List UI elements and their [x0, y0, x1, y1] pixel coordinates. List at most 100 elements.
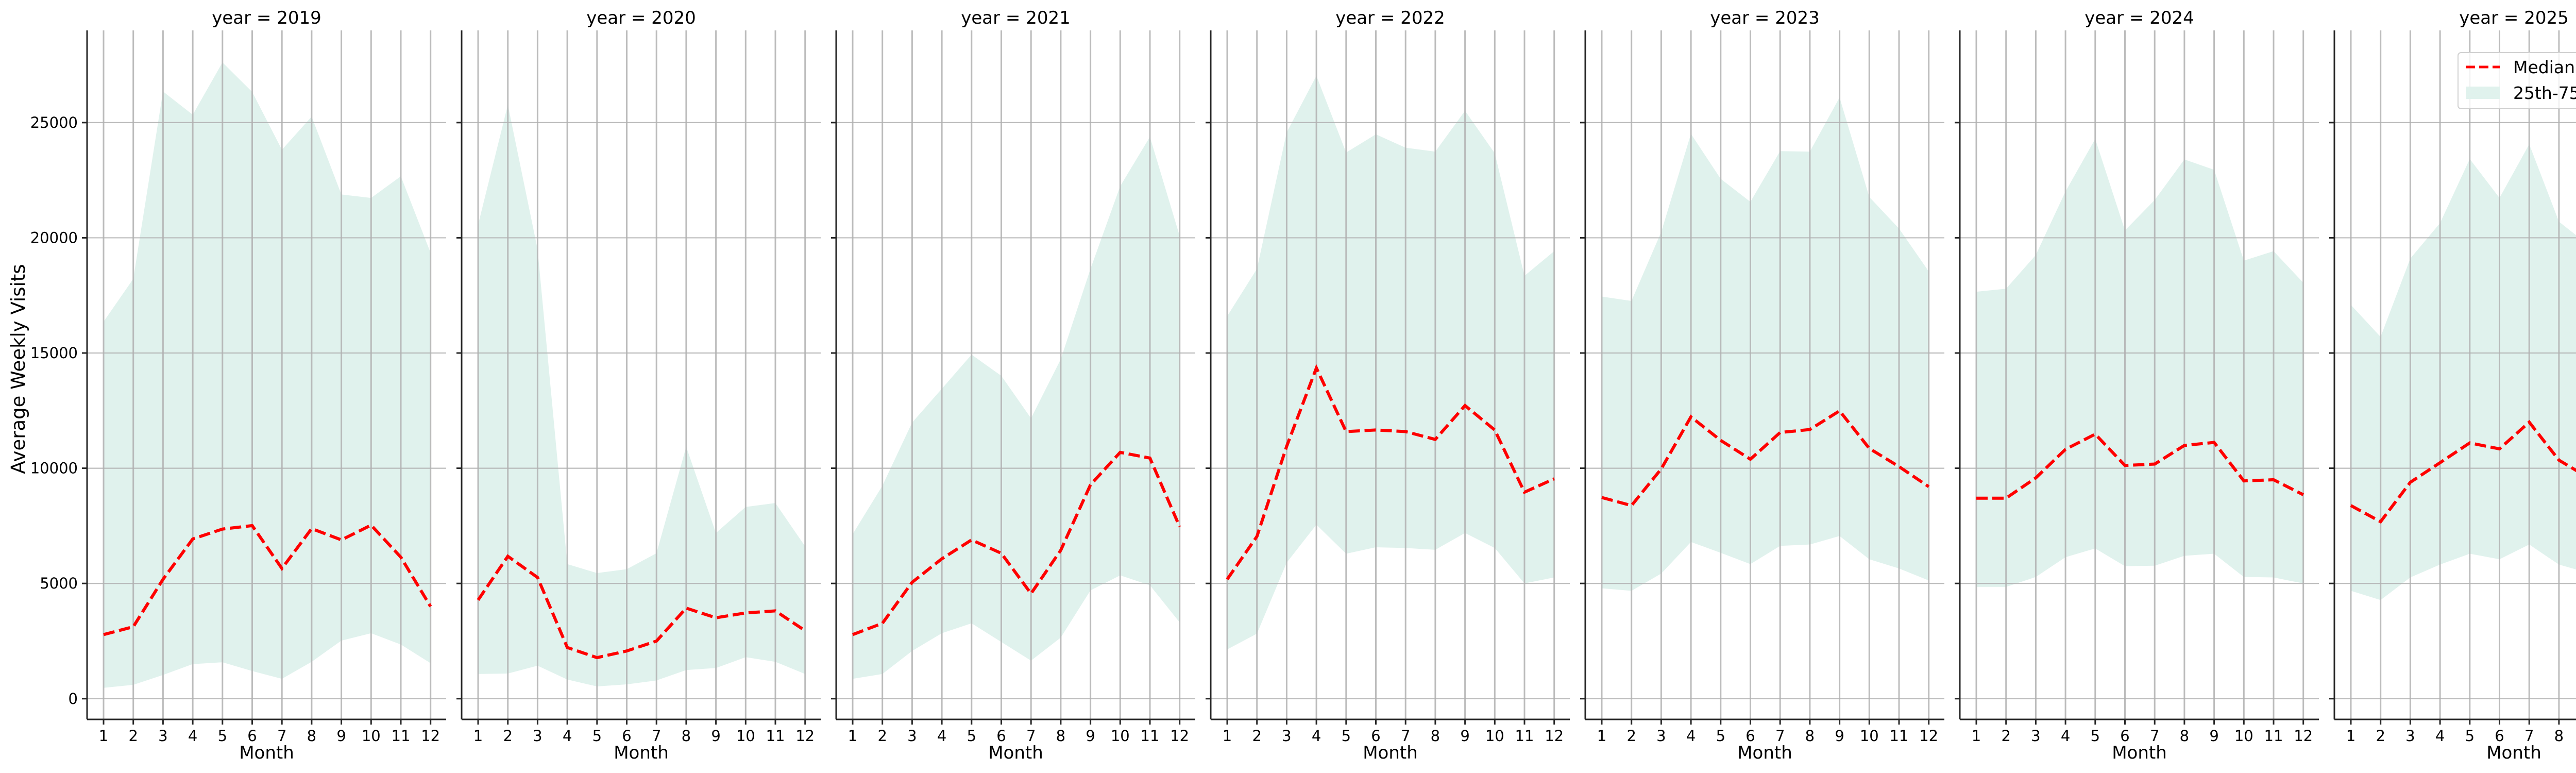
legend-median-label: Median [2513, 57, 2575, 77]
x-tick-label: 10 [2234, 727, 2253, 745]
y-tick-label: 10000 [30, 460, 78, 477]
x-tick-label: 2 [503, 727, 512, 745]
x-tick-label: 6 [622, 727, 631, 745]
x-axis-label: Month [1737, 743, 1792, 763]
y-tick-label: 20000 [30, 229, 78, 246]
median-line [2350, 419, 2576, 524]
x-tick-label: 6 [1745, 727, 1755, 745]
x-tick-label: 6 [2495, 727, 2504, 745]
percentile-band [2351, 144, 2576, 600]
x-tick-label: 3 [158, 727, 167, 745]
x-tick-label: 4 [1312, 727, 1321, 745]
x-tick-label: 4 [1686, 727, 1696, 745]
x-tick-label: 4 [188, 727, 197, 745]
median-line [1601, 409, 1930, 508]
x-tick-label: 11 [2264, 727, 2283, 745]
x-tick-label: 4 [2435, 727, 2445, 745]
x-tick-label: 10 [362, 727, 381, 745]
x-tick-label: 7 [652, 727, 661, 745]
percentile-band [1976, 139, 2303, 587]
x-tick-label: 12 [1919, 727, 1938, 745]
x-tick-label: 10 [1111, 727, 1130, 745]
percentile-band [478, 105, 805, 687]
x-tick-label: 1 [1972, 727, 1981, 745]
x-tick-label: 9 [1086, 727, 1095, 745]
x-tick-label: 10 [1860, 727, 1879, 745]
x-tick-label: 8 [1056, 727, 1065, 745]
panel-title: year = 2022 [1335, 8, 1445, 28]
x-tick-label: 8 [1431, 727, 1440, 745]
x-tick-label: 5 [1342, 727, 1351, 745]
legend-band-swatch [2466, 87, 2500, 99]
x-axis-label: Month [614, 743, 669, 763]
x-tick-label: 9 [336, 727, 346, 745]
x-tick-label: 11 [766, 727, 785, 745]
y-tick-label: 5000 [40, 575, 78, 592]
x-tick-label: 12 [1545, 727, 1564, 745]
x-tick-label: 6 [996, 727, 1006, 745]
x-tick-label: 1 [99, 727, 108, 745]
x-tick-label: 5 [2091, 727, 2100, 745]
median-line [1226, 364, 1555, 580]
x-axis-label: Month [988, 743, 1043, 763]
x-tick-label: 12 [1170, 727, 1189, 745]
x-tick-label: 10 [736, 727, 755, 745]
x-tick-label: 12 [2294, 727, 2313, 745]
legend-band-label: 25th-75th Percentile [2513, 83, 2576, 103]
x-tick-label: 7 [2524, 727, 2534, 745]
x-tick-label: 10 [1485, 727, 1504, 745]
x-tick-label: 4 [563, 727, 572, 745]
x-tick-label: 7 [1026, 727, 1036, 745]
x-axis-label: Month [1363, 743, 1418, 763]
x-tick-label: 1 [2346, 727, 2355, 745]
x-tick-label: 6 [2120, 727, 2129, 745]
x-tick-label: 9 [1835, 727, 1844, 745]
x-axis-label: Month [2112, 743, 2167, 763]
x-tick-label: 1 [1223, 727, 1232, 745]
x-tick-label: 2 [877, 727, 887, 745]
percentile-band [1227, 76, 1554, 650]
x-tick-label: 6 [247, 727, 257, 745]
x-axis-label: Month [2486, 743, 2541, 763]
percentile-band [853, 137, 1180, 679]
x-tick-label: 8 [307, 727, 316, 745]
x-tick-label: 2 [1626, 727, 1636, 745]
x-tick-label: 11 [392, 727, 411, 745]
x-tick-label: 9 [711, 727, 720, 745]
x-tick-label: 8 [682, 727, 691, 745]
x-tick-label: 3 [907, 727, 917, 745]
x-tick-label: 7 [2150, 727, 2159, 745]
x-tick-label: 2 [2001, 727, 2010, 745]
y-axis-label: Average Weekly Visits [7, 264, 29, 474]
x-tick-label: 5 [218, 727, 227, 745]
panel-title: year = 2024 [2084, 8, 2194, 28]
median-line [852, 450, 1181, 636]
x-tick-label: 2 [128, 727, 138, 745]
x-tick-label: 7 [277, 727, 286, 745]
x-tick-label: 3 [2031, 727, 2040, 745]
x-tick-label: 12 [795, 727, 815, 745]
legend: Median 25th-75th Percentile [2458, 52, 2576, 109]
x-tick-label: 5 [592, 727, 602, 745]
panel-title: year = 2019 [212, 8, 321, 28]
median-line [103, 523, 432, 636]
y-tick-label: 15000 [30, 344, 78, 362]
x-tick-label: 5 [1716, 727, 1725, 745]
x-tick-label: 2 [1252, 727, 1261, 745]
x-tick-label: 3 [1282, 727, 1291, 745]
x-tick-label: 11 [1515, 727, 1534, 745]
x-tick-label: 7 [1775, 727, 1785, 745]
x-tick-label: 8 [2180, 727, 2189, 745]
x-tick-label: 9 [2209, 727, 2218, 745]
x-tick-label: 11 [1890, 727, 1909, 745]
x-tick-label: 9 [1460, 727, 1469, 745]
x-tick-label: 12 [421, 727, 440, 745]
